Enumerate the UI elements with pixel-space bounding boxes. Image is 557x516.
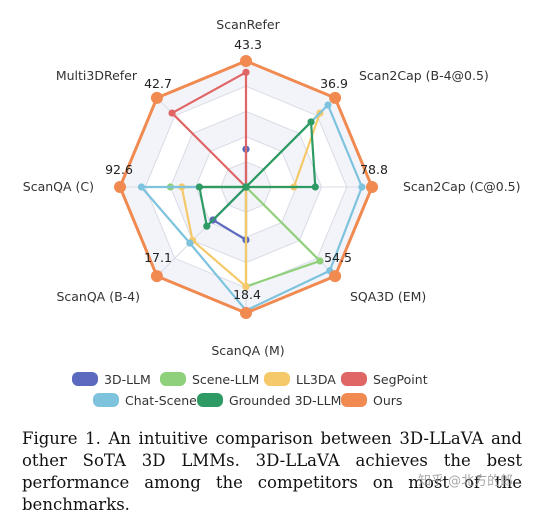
axis-label: SQA3D (EM)	[350, 289, 426, 304]
data-point	[324, 101, 332, 109]
data-point	[242, 282, 250, 291]
axis-label: ScanQA (M)	[211, 343, 284, 358]
data-point	[150, 270, 163, 283]
legend-swatch	[93, 393, 119, 407]
chart-legend: 3D-LLM Scene-LLM LL3DA SegPoint Chat-Scene Gr…	[72, 372, 428, 408]
data-point	[137, 183, 146, 191]
data-point	[242, 183, 250, 191]
legend-entry: LL3DA	[264, 372, 336, 387]
series-line	[180, 111, 322, 288]
radar-max-value-labels: 43.3 36.9 78.8 54.5 18.4 17.1 92.6 42.7	[105, 37, 388, 302]
series-grounded-3d-llm	[195, 118, 319, 230]
data-point	[329, 91, 342, 104]
data-point	[168, 109, 176, 117]
axis-label: ScanQA (C)	[23, 179, 94, 194]
max-value-label: 42.7	[144, 76, 172, 91]
legend-swatch	[197, 393, 223, 407]
data-point	[114, 181, 126, 193]
legend-swatch	[72, 372, 98, 386]
legend-label: SegPoint	[373, 372, 428, 387]
data-point	[311, 183, 319, 191]
legend-label: 3D-LLM	[104, 372, 151, 387]
data-point	[358, 183, 366, 191]
legend-label: Chat-Scene	[125, 393, 197, 408]
max-value-label: 17.1	[144, 250, 172, 265]
legend-swatch	[341, 372, 367, 386]
legend-entry: Scene-LLM	[160, 372, 259, 387]
legend-swatch	[341, 393, 367, 407]
axis-label: ScanRefer	[216, 17, 280, 32]
max-value-label: 54.5	[324, 250, 352, 265]
series-line	[170, 71, 248, 189]
watermark: 知乎 @北方的郎	[418, 474, 514, 489]
axis-label: Scan2Cap (C@0.5)	[403, 179, 521, 194]
radar-series	[114, 55, 378, 319]
data-point	[203, 222, 211, 230]
legend-entry: SegPoint	[341, 372, 428, 387]
data-point	[329, 270, 342, 283]
legend-entry: 3D-LLM	[72, 372, 151, 387]
data-point	[242, 68, 250, 76]
data-point	[366, 181, 378, 193]
axis-label: Multi3DRefer	[56, 68, 138, 83]
legend-label: LL3DA	[296, 372, 336, 387]
figure-caption: Figure 1. An intuitive comparison betwee…	[22, 429, 522, 514]
legend-entry: Ours	[341, 393, 402, 408]
data-point	[150, 91, 163, 104]
max-value-label: 92.6	[105, 162, 133, 177]
max-value-label: 18.4	[233, 287, 261, 302]
legend-label: Grounded 3D-LLM	[229, 393, 341, 408]
radar-chart: ScanRefer Scan2Cap (B-4@0.5) Scan2Cap (C@0…	[23, 17, 521, 408]
data-point	[240, 55, 252, 67]
legend-swatch	[160, 372, 186, 386]
data-point	[316, 257, 324, 265]
radar-axis-labels: ScanRefer Scan2Cap (B-4@0.5) Scan2Cap (C@0…	[23, 17, 521, 358]
data-point	[186, 239, 194, 247]
series-ours	[114, 55, 378, 319]
max-value-label: 36.9	[320, 76, 348, 91]
legend-swatch	[264, 372, 290, 386]
legend-label: Scene-LLM	[192, 372, 259, 387]
max-value-label: 43.3	[234, 37, 262, 52]
data-point	[307, 118, 315, 126]
legend-entry: Chat-Scene	[93, 393, 197, 408]
data-point	[240, 307, 252, 319]
series-line	[140, 103, 364, 312]
axis-label: ScanQA (B-4)	[56, 289, 140, 304]
legend-entry: Grounded 3D-LLM	[197, 393, 341, 408]
data-point	[195, 183, 203, 191]
legend-label: Ours	[373, 393, 402, 408]
max-value-label: 78.8	[360, 162, 388, 177]
axis-label: Scan2Cap (B-4@0.5)	[359, 68, 489, 83]
